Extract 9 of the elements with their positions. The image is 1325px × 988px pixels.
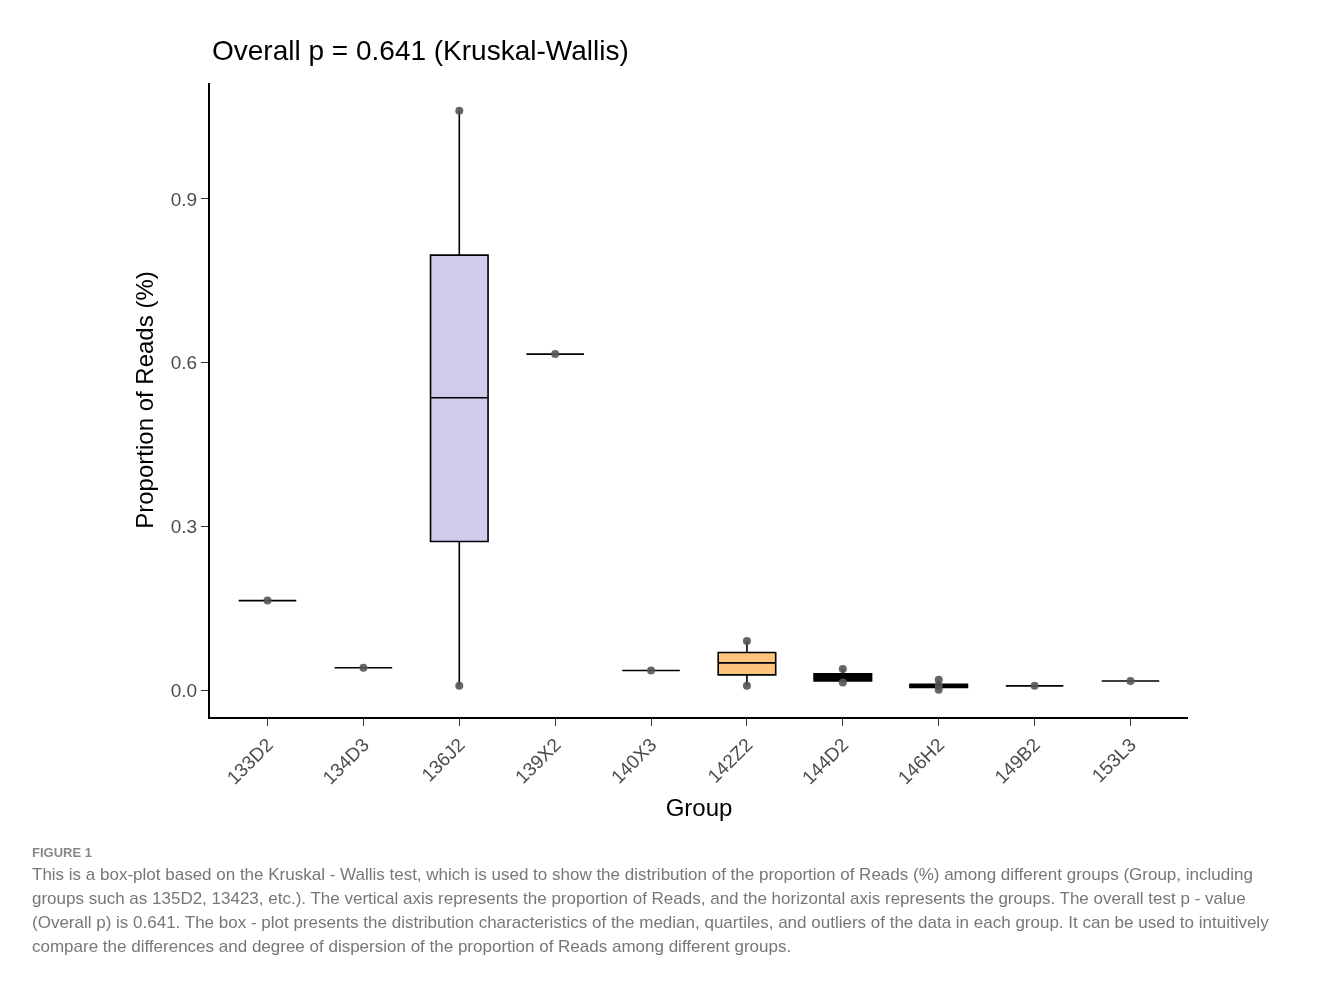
text: This is a box-plot based on the Kruskal - Wallis test, which is used to show the distribution of the proportion of Reads (%) among different groups (Group, including groups such as 135D2, 13423, etc.). The vertical axis represents the proportion of Reads, and the horizontal axis represents the groups. The overall test p - value (Overall p) is 0.641. The box - plot presents the distribution characteristics of the median, quartiles, and outliers of the data in each group. It can be used to intuitively compare the differences and degree of dispersion of the proportion of Reads among different groups. xyxy=(32,864,1270,958)
chart-title: Overall p = 0.641 (Kruskal-Wallis) xyxy=(212,34,629,66)
x-axis-title: Group xyxy=(665,794,733,822)
y-axis-title: Proportion of Reads (%) xyxy=(131,271,159,529)
y-tick-label: 0.0 xyxy=(170,680,198,702)
y-tick-label: 0.6 xyxy=(170,352,198,374)
y-tick-label: 0.3 xyxy=(170,516,198,538)
caption: FIGURE 1 xyxy=(32,844,93,862)
y-tick-label: 0.9 xyxy=(170,188,198,210)
